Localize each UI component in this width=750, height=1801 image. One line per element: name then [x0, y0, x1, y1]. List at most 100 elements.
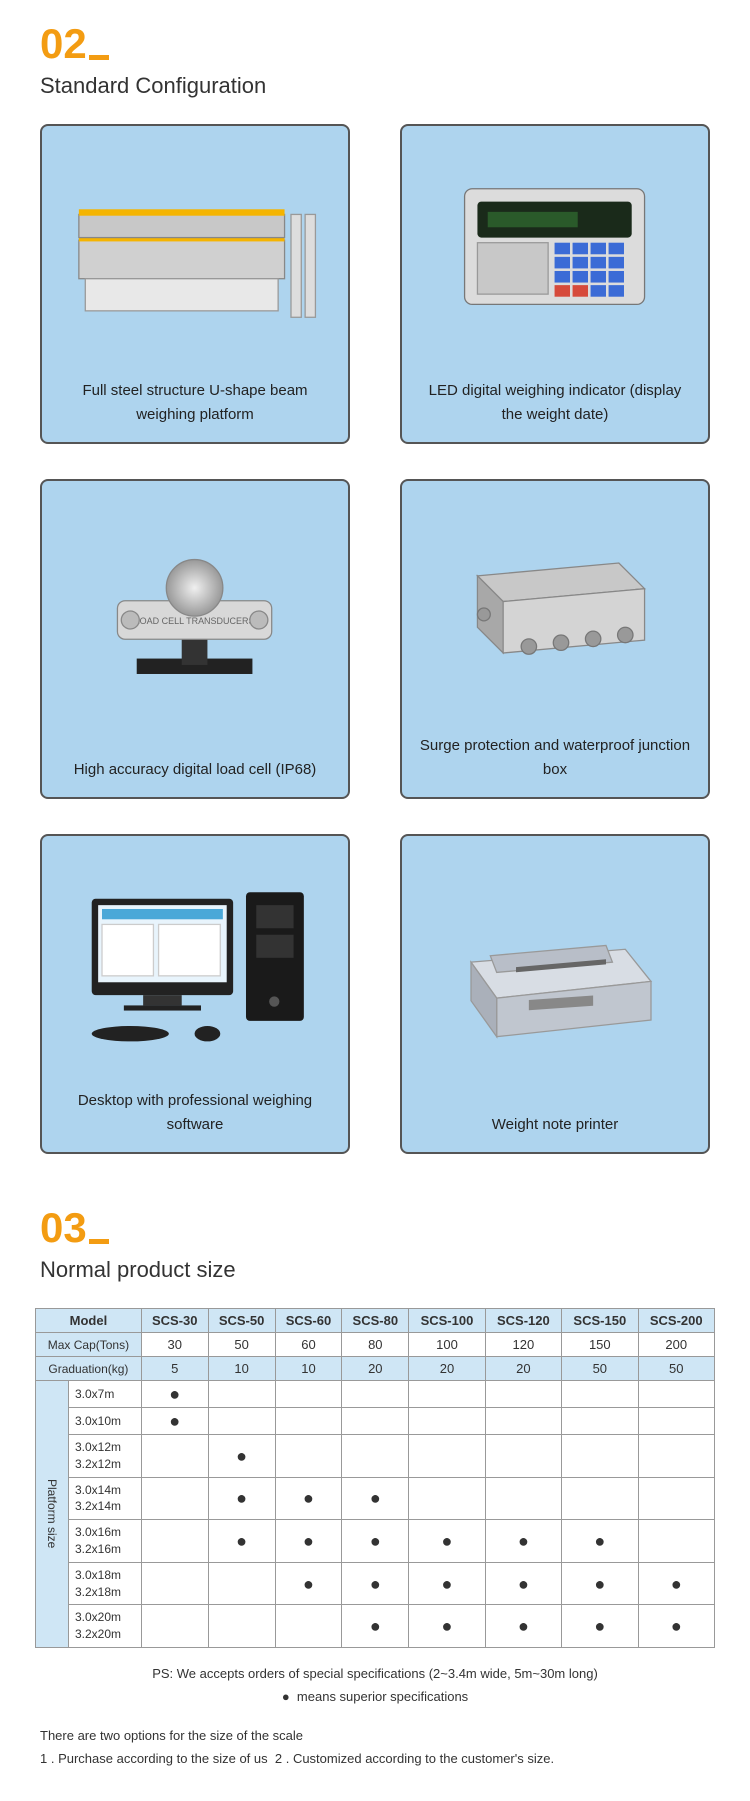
dot-cell: [562, 1477, 638, 1520]
dot-cell: [485, 1477, 561, 1520]
th-scs200: SCS-200: [638, 1309, 714, 1333]
dot-cell: [562, 1408, 638, 1435]
dot-cell: [638, 1381, 714, 1408]
th-scs120: SCS-120: [485, 1309, 561, 1333]
notes-block: There are two options for the size of th…: [0, 1724, 750, 1801]
size-cell: 3.0x14m3.2x14m: [69, 1477, 142, 1520]
size-cell: 3.0x10m: [69, 1408, 142, 1435]
dot-cell: ●: [409, 1605, 485, 1648]
dot-cell: [141, 1520, 208, 1563]
dot-cell: [141, 1435, 208, 1478]
dot-cell: [275, 1381, 342, 1408]
dot-cell: [409, 1408, 485, 1435]
dot-cell: ●: [275, 1520, 342, 1563]
cell: 30: [141, 1333, 208, 1357]
dot-cell: ●: [208, 1477, 275, 1520]
cell: 50: [562, 1357, 638, 1381]
cell: 100: [409, 1333, 485, 1357]
config-card-junction: Surge protection and waterproof junction…: [400, 479, 710, 799]
junction-icon: [417, 496, 693, 719]
dot-cell: ●: [638, 1605, 714, 1648]
cell: 120: [485, 1333, 561, 1357]
dot-cell: ●: [562, 1605, 638, 1648]
dot-cell: [638, 1520, 714, 1563]
dot-cell: [275, 1605, 342, 1648]
th-scs60: SCS-60: [275, 1309, 342, 1333]
dot-cell: ●: [409, 1562, 485, 1605]
dot-cell: ●: [638, 1562, 714, 1605]
indicator-icon: [417, 141, 693, 364]
row-grad-label: Graduation(kg): [36, 1357, 142, 1381]
dot-cell: [275, 1435, 342, 1478]
dot-cell: [638, 1408, 714, 1435]
desktop-icon: [57, 851, 333, 1074]
dot-cell: [342, 1381, 409, 1408]
config-card-label: Weight note printer: [417, 1113, 693, 1137]
cell: 200: [638, 1333, 714, 1357]
dot-cell: ●: [562, 1562, 638, 1605]
config-card-desktop: Desktop with professional weighing softw…: [40, 834, 350, 1154]
dot-cell: ●: [409, 1520, 485, 1563]
notes-intro: There are two options for the size of th…: [40, 1724, 710, 1747]
dot-cell: [638, 1477, 714, 1520]
dot-cell: ●: [208, 1435, 275, 1478]
section-02-number: 02: [40, 20, 710, 68]
config-card-label: Desktop with professional weighing softw…: [57, 1089, 333, 1137]
config-card-indicator: LED digital weighing indicator (display …: [400, 124, 710, 444]
cell: 10: [275, 1357, 342, 1381]
cell: 20: [485, 1357, 561, 1381]
dot-cell: ●: [208, 1520, 275, 1563]
dot-cell: [208, 1605, 275, 1648]
section-02-title: Standard Configuration: [40, 73, 710, 99]
dot-cell: ●: [485, 1605, 561, 1648]
dot-cell: [208, 1381, 275, 1408]
printer-icon: [417, 851, 693, 1098]
dot-cell: [485, 1381, 561, 1408]
cell: 5: [141, 1357, 208, 1381]
cell: 20: [342, 1357, 409, 1381]
loadcell-icon: LOAD CELL TRANSDUCERS: [57, 496, 333, 743]
ps-note: PS: We accepts orders of special specifi…: [0, 1666, 750, 1681]
config-card-platform: Full steel structure U-shape beam weighi…: [40, 124, 350, 444]
config-card-printer: Weight note printer: [400, 834, 710, 1154]
dot-cell: [208, 1562, 275, 1605]
product-size-table: Model SCS-30 SCS-50 SCS-60 SCS-80 SCS-10…: [35, 1308, 715, 1648]
dot-cell: ●: [342, 1562, 409, 1605]
th-scs30: SCS-30: [141, 1309, 208, 1333]
th-scs80: SCS-80: [342, 1309, 409, 1333]
dot-cell: ●: [342, 1520, 409, 1563]
dot-cell: ●: [275, 1477, 342, 1520]
dot-cell: [141, 1562, 208, 1605]
dot-cell: [141, 1605, 208, 1648]
dot-cell: [141, 1477, 208, 1520]
dot-cell: [208, 1408, 275, 1435]
size-cell: 3.0x7m: [69, 1381, 142, 1408]
config-grid: Full steel structure U-shape beam weighi…: [40, 124, 710, 1154]
dot-cell: ●: [275, 1562, 342, 1605]
dot-cell: ●: [342, 1605, 409, 1648]
dot-cell: ●: [141, 1408, 208, 1435]
size-cell: 3.0x12m3.2x12m: [69, 1435, 142, 1478]
platform-size-label: Platform size: [36, 1381, 69, 1648]
th-model: Model: [36, 1309, 142, 1333]
section-03-title: Normal product size: [40, 1257, 710, 1283]
cell: 20: [409, 1357, 485, 1381]
svg-text:LOAD CELL TRANSDUCERS: LOAD CELL TRANSDUCERS: [135, 615, 255, 625]
dot-cell: [342, 1408, 409, 1435]
dot-cell: ●: [485, 1520, 561, 1563]
dot-cell: [409, 1477, 485, 1520]
dot-cell: [562, 1435, 638, 1478]
th-scs100: SCS-100: [409, 1309, 485, 1333]
dot-cell: [638, 1435, 714, 1478]
config-card-loadcell: LOAD CELL TRANSDUCERS High accuracy digi…: [40, 479, 350, 799]
row-maxcap-label: Max Cap(Tons): [36, 1333, 142, 1357]
platform-icon: [57, 141, 333, 364]
dot-cell: [485, 1435, 561, 1478]
dot-cell: [562, 1381, 638, 1408]
dot-cell: [409, 1381, 485, 1408]
cell: 60: [275, 1333, 342, 1357]
cell: 10: [208, 1357, 275, 1381]
config-card-label: Full steel structure U-shape beam weighi…: [57, 379, 333, 427]
dot-cell: [485, 1408, 561, 1435]
config-card-label: High accuracy digital load cell (IP68): [57, 758, 333, 782]
